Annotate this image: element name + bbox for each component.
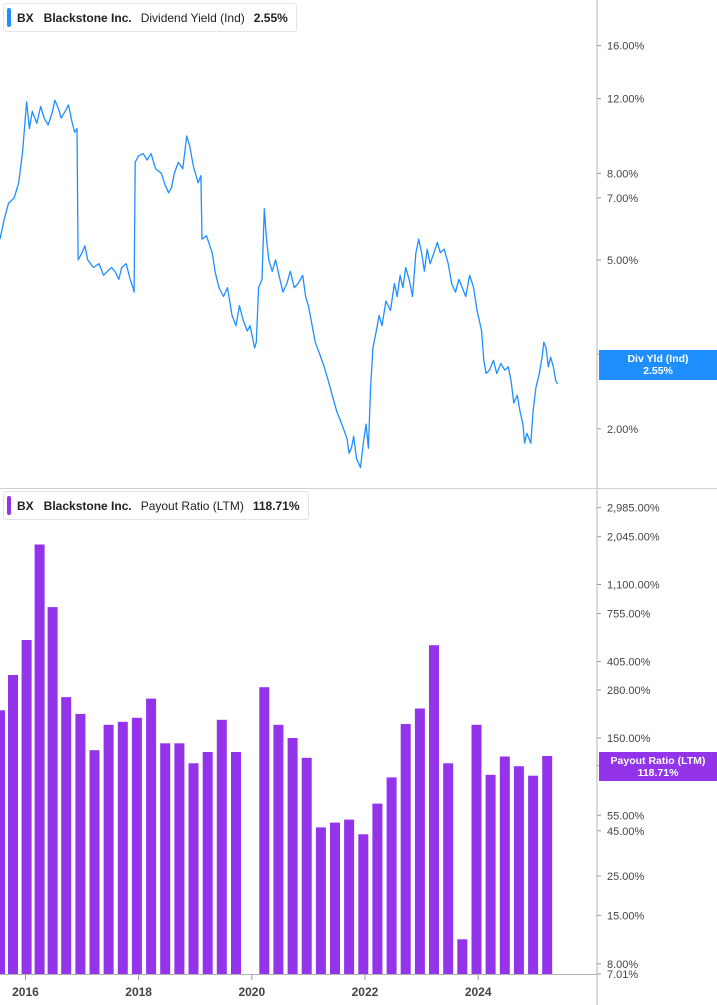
payout-bar <box>273 724 284 974</box>
payout-bar <box>75 713 86 974</box>
payout-bar <box>34 544 45 974</box>
x-tick-label: 2022 <box>352 985 379 999</box>
payout-bar <box>287 738 298 974</box>
y-tick-label: 7.00% <box>607 193 638 205</box>
x-tick-label: 2018 <box>125 985 152 999</box>
payout-bar <box>216 719 227 974</box>
payout-bar <box>443 763 454 974</box>
x-tick-label: 2024 <box>465 985 492 999</box>
top-legend: BX Blackstone Inc. Dividend Yield (Ind) … <box>3 3 297 32</box>
payout-bar <box>471 724 482 974</box>
y-tick-label: 7.01% <box>607 969 638 981</box>
bottom-legend: BX Blackstone Inc. Payout Ratio (LTM) 11… <box>3 491 309 520</box>
y-tick-label: 150.00% <box>607 733 651 745</box>
payout-bar <box>231 752 241 974</box>
payout-bar <box>429 645 439 974</box>
payout-bar <box>8 675 18 974</box>
payout-bar <box>330 822 340 974</box>
payout-ratio-axis-tag: Payout Ratio (LTM) 118.71% <box>599 752 717 781</box>
payout-bar <box>344 819 355 974</box>
payout-bar <box>259 687 270 974</box>
dividend-yield-line <box>0 99 558 469</box>
payout-bar <box>47 607 58 974</box>
y-tick-label: 8.00% <box>607 959 638 971</box>
payout-bar <box>61 697 72 974</box>
y-tick-label: 405.00% <box>607 656 651 668</box>
payout-bar <box>499 756 510 974</box>
y-tick-label: 25.00% <box>607 871 645 883</box>
axis-tag-label: Payout Ratio (LTM) <box>610 755 706 767</box>
y-tick-label: 16.00% <box>607 41 645 53</box>
legend-ticker: BX <box>17 10 34 25</box>
payout-bar <box>528 775 539 974</box>
axis-tag-value: 2.55% <box>643 365 673 377</box>
payout-bar <box>103 724 114 974</box>
payout-bar <box>485 774 496 974</box>
legend-value: 2.55% <box>253 10 288 25</box>
dividend-yield-series <box>0 99 558 469</box>
legend-company: Blackstone Inc. <box>43 498 132 513</box>
payout-bar <box>301 757 312 974</box>
legend-metric: Payout Ratio (LTM) <box>140 498 244 513</box>
payout-bar <box>131 717 142 974</box>
y-tick-label: 2,985.00% <box>607 503 660 515</box>
payout-bar <box>358 834 369 974</box>
legend-ticker: BX <box>17 498 34 513</box>
y-tick-label: 12.00% <box>607 94 645 106</box>
y-tick-label: 55.00% <box>607 810 645 822</box>
y-tick-label: 5.00% <box>607 255 638 267</box>
x-tick-label: 2020 <box>238 985 265 999</box>
y-tick-label: 280.00% <box>607 685 651 697</box>
payout-bar <box>457 939 468 974</box>
payout-bar <box>0 710 5 974</box>
payout-bar <box>21 640 32 974</box>
legend-metric: Dividend Yield (Ind) <box>140 10 245 25</box>
y-tick-label: 2,045.00% <box>607 532 660 544</box>
payout-bar <box>202 752 213 974</box>
legend-value: 118.71% <box>252 498 300 513</box>
y-tick-label: 15.00% <box>607 910 645 922</box>
payout-bar <box>89 750 100 974</box>
axis-tag-value: 118.71% <box>637 767 679 779</box>
payout-bar <box>386 777 397 974</box>
payout-bar <box>188 763 199 974</box>
y-tick-label: 45.00% <box>607 826 645 838</box>
dividend-yield-axis-tag: Div Yld (Ind) 2.55% <box>599 350 717 380</box>
y-tick-label: 755.00% <box>607 608 651 620</box>
payout-bar <box>315 827 326 974</box>
payout-bar <box>117 721 128 974</box>
x-tick-label: 2016 <box>12 985 39 999</box>
y-tick-label: 1,100.00% <box>607 580 660 592</box>
payout-bar <box>400 724 411 974</box>
payout-bar <box>146 698 157 974</box>
payout-ratio-series <box>0 544 553 974</box>
y-tick-label: 8.00% <box>607 168 638 180</box>
series-color-swatch <box>7 8 11 27</box>
payout-bar <box>160 743 171 974</box>
payout-bar <box>174 743 185 974</box>
payout-bar <box>414 708 425 974</box>
y-tick-label: 2.00% <box>607 424 638 436</box>
payout-bar <box>542 756 553 974</box>
axis-tag-label: Div Yld (Ind) <box>627 353 689 365</box>
series-color-swatch <box>7 496 11 515</box>
payout-bar <box>513 766 524 974</box>
legend-company: Blackstone Inc. <box>43 10 132 25</box>
payout-bar <box>372 803 383 974</box>
